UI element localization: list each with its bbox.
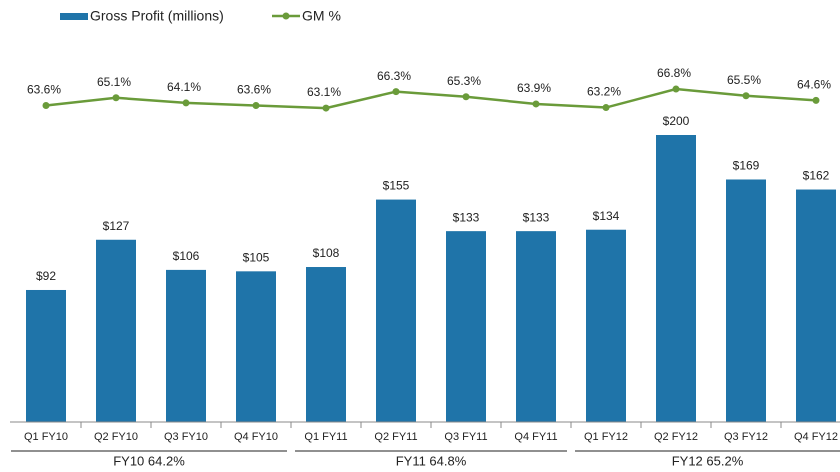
- bar: [656, 135, 696, 422]
- bar: [306, 267, 346, 422]
- line-point: [532, 100, 540, 108]
- data-label: $105: [243, 250, 270, 264]
- bar: [586, 229, 626, 422]
- data-label: 65.1%: [97, 75, 131, 89]
- data-label: $106: [173, 249, 200, 263]
- data-label: 66.3%: [377, 69, 411, 83]
- data-label: $133: [523, 210, 550, 224]
- line-point: [182, 99, 190, 107]
- group-label: FY12 65.2%: [672, 453, 744, 468]
- data-label: 63.2%: [587, 85, 621, 99]
- data-label: 63.6%: [237, 83, 271, 97]
- data-label: $133: [453, 210, 480, 224]
- x-tick-label: Q1 FY12: [584, 431, 628, 443]
- data-label: 66.8%: [657, 66, 691, 80]
- bar: [516, 231, 556, 422]
- line-point: [602, 104, 610, 112]
- line-point: [812, 96, 820, 104]
- data-label: $155: [383, 179, 410, 193]
- line: [45, 87, 817, 110]
- group-label: FY10 64.2%: [113, 453, 185, 468]
- x-tick-label: Q1 FY11: [304, 431, 347, 443]
- x-tick-label: Q3 FY10: [164, 431, 208, 443]
- bar: [376, 199, 416, 422]
- x-tick-label: Q3 FY11: [444, 431, 487, 443]
- bar: [726, 179, 766, 422]
- x-tick-label: Q4 FY10: [234, 431, 278, 443]
- data-label: 63.6%: [27, 83, 61, 97]
- bar: [166, 269, 206, 422]
- line-point: [392, 88, 400, 96]
- data-label: $169: [733, 159, 760, 173]
- legend-label: Gross Profit (millions): [90, 8, 224, 24]
- data-label: 64.6%: [797, 78, 831, 92]
- bar: [236, 271, 276, 422]
- bar: [96, 239, 136, 422]
- x-tick-label: Q4 FY12: [794, 431, 838, 443]
- data-label: $162: [803, 169, 830, 183]
- data-label: $108: [313, 246, 340, 260]
- legend-swatch: [60, 13, 88, 20]
- x-tick-label: Q2 FY10: [94, 431, 138, 443]
- x-tick-label: Q2 FY11: [374, 431, 417, 443]
- data-label: $92: [36, 269, 56, 283]
- line-point: [112, 94, 120, 102]
- line-point: [252, 101, 260, 109]
- line-point: [672, 85, 680, 93]
- x-tick-label: Q3 FY12: [724, 431, 768, 443]
- x-tick-label: Q4 FY11: [514, 431, 557, 443]
- data-label: 63.9%: [517, 81, 551, 95]
- data-label: $200: [663, 114, 690, 128]
- line-point: [42, 101, 50, 109]
- line-point: [322, 104, 330, 112]
- x-tick-label: Q2 FY12: [654, 431, 698, 443]
- data-label: $127: [103, 219, 130, 233]
- x-tick-label: Q1 FY10: [24, 431, 68, 443]
- data-label: 64.1%: [167, 80, 201, 94]
- legend-swatch: [282, 12, 290, 20]
- bar: [26, 289, 66, 422]
- line-point: [462, 93, 470, 101]
- data-label: 65.3%: [447, 74, 481, 88]
- data-label: 63.1%: [307, 85, 341, 99]
- bar: [796, 189, 836, 422]
- group-label: FY11 64.8%: [396, 453, 467, 468]
- line-point: [742, 92, 750, 100]
- data-label: $134: [593, 209, 620, 223]
- legend-label: GM %: [302, 8, 341, 24]
- bar: [446, 231, 486, 422]
- data-label: 65.5%: [727, 73, 761, 87]
